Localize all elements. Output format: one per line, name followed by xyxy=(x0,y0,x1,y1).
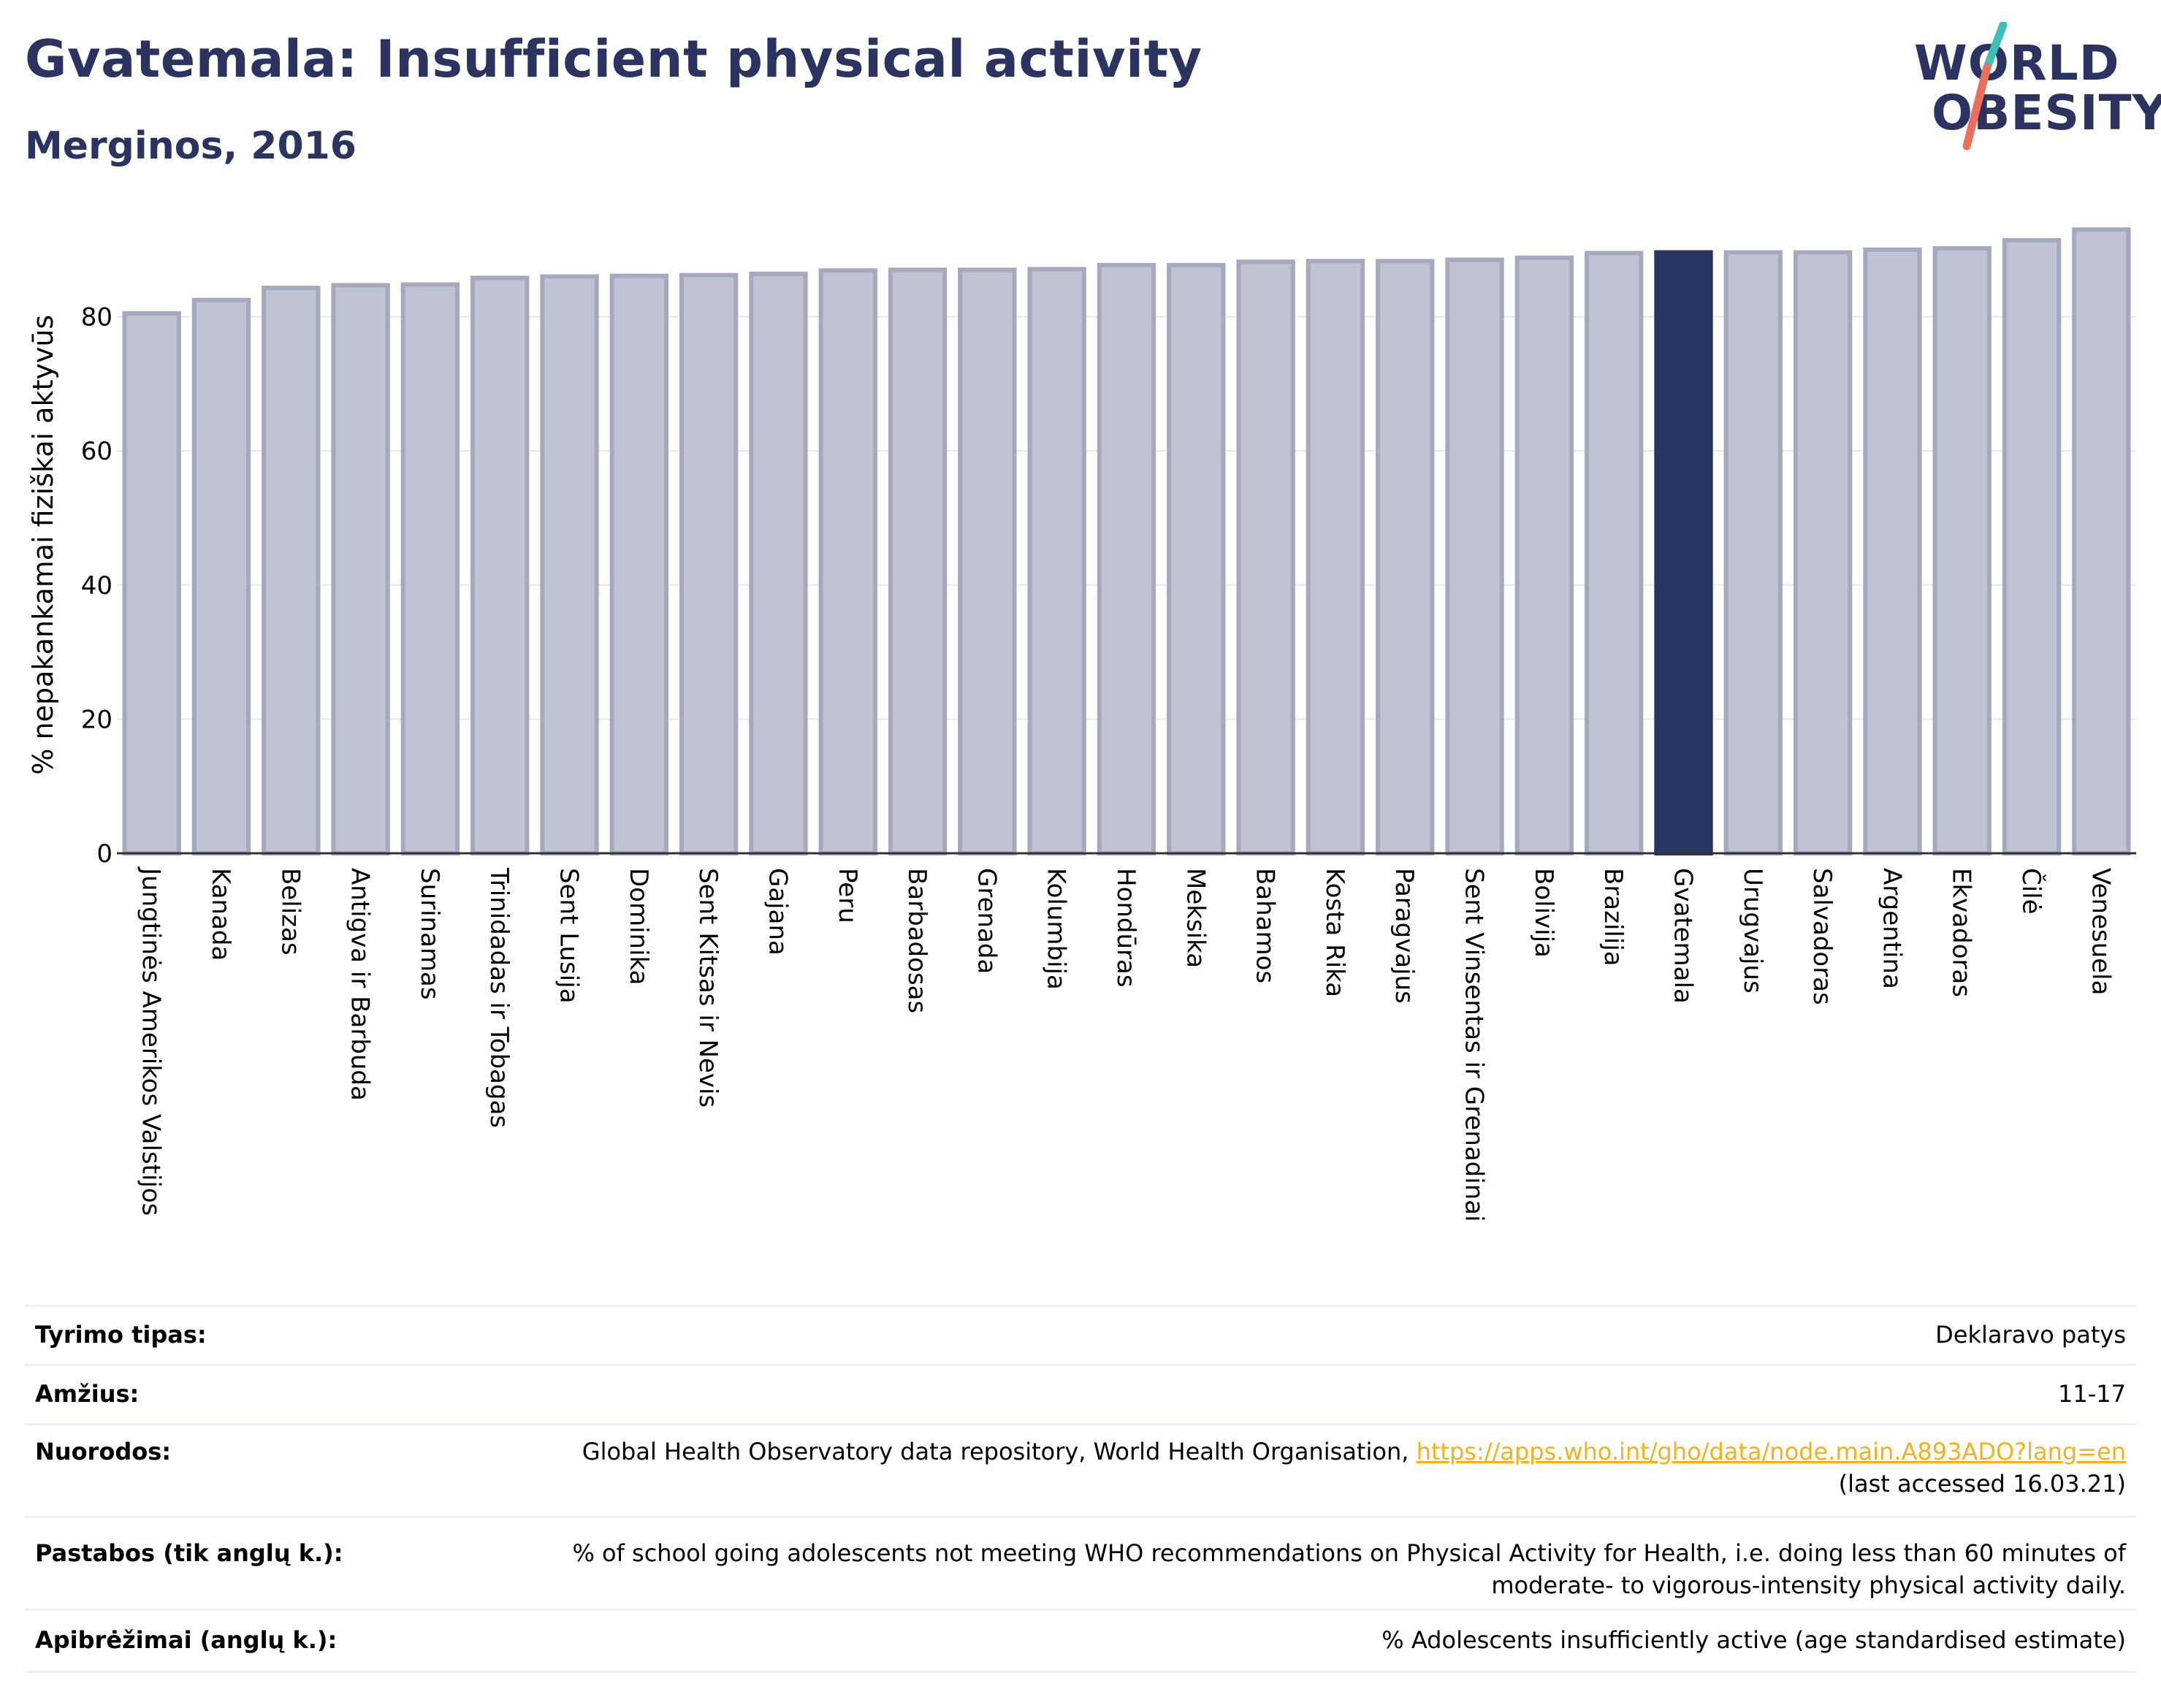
bar xyxy=(1306,259,1365,855)
x-tick-label: Trinidadas ir Tobagas xyxy=(484,867,514,1128)
x-tick-label: Kolumbija xyxy=(1042,868,1071,990)
x-tick-label: Peru xyxy=(833,868,862,923)
row-label: Amžius: xyxy=(35,1380,140,1408)
table-row-study-type: Tyrimo tipas: Deklaravo patys xyxy=(25,1305,2136,1364)
x-tick-label: Ekvadoras xyxy=(1947,868,1976,997)
x-tick-label: Brazilija xyxy=(1598,868,1628,967)
bar xyxy=(191,297,251,855)
bar xyxy=(1376,259,1435,855)
bar xyxy=(122,311,181,855)
x-tick-label: Sent Kitsas ir Nevis xyxy=(693,868,723,1107)
x-tick-label: Meksika xyxy=(1181,868,1210,968)
row-value: 11-17 xyxy=(2058,1380,2126,1408)
row-label: Pastabos (tik anglų k.): xyxy=(35,1539,343,1567)
x-tick-label: Sent Lusija xyxy=(554,868,584,1004)
logo-slash-icon xyxy=(1962,22,2008,150)
bar xyxy=(1793,250,1853,855)
page-subtitle: Merginos, 2016 xyxy=(25,124,357,168)
bar xyxy=(331,283,390,856)
reference-text: Global Health Observatory data repositor… xyxy=(582,1438,1417,1465)
bar xyxy=(1585,251,1644,855)
bar xyxy=(609,273,668,855)
x-tick-label: Sent Vinsentas ir Grenadinai xyxy=(1460,868,1489,1222)
row-value: Global Health Observatory data repositor… xyxy=(582,1436,2126,1500)
x-tick-label: Dominika xyxy=(624,868,653,985)
bar xyxy=(818,268,877,855)
x-tick-label: Gvatemala xyxy=(1668,868,1697,1004)
bar xyxy=(1445,257,1504,855)
bar xyxy=(470,275,530,855)
world-obesity-logo: WORLD OBESITY xyxy=(1899,22,2161,153)
x-tick-label: Barbadosas xyxy=(902,868,931,1013)
x-tick-label: Hondūras xyxy=(1111,868,1140,988)
row-value: % of school going adolescents not meetin… xyxy=(572,1537,2126,1601)
table-row-references: Nuorodos: Global Health Observatory data… xyxy=(25,1423,2136,1516)
x-tick-label: Argentina xyxy=(1877,868,1906,989)
bar xyxy=(749,271,808,855)
x-tick-label: Kanada xyxy=(206,868,235,961)
row-value: Deklaravo patys xyxy=(1935,1321,2126,1349)
row-value: % Adolescents insufficiently active (age… xyxy=(1381,1626,2126,1654)
bar xyxy=(2002,237,2062,855)
x-tick-label: Belizas xyxy=(275,868,305,956)
table-row-notes: Pastabos (tik anglų k.): % of school goi… xyxy=(25,1516,2136,1609)
row-label: Nuorodos: xyxy=(35,1438,172,1465)
bar xyxy=(888,267,948,855)
y-tick-label: 20 xyxy=(81,705,113,734)
x-tick-label: Jungtinės Amerikos Valstijos xyxy=(137,866,166,1216)
x-tick-label: Antigva ir Barbuda xyxy=(346,868,375,1101)
reference-link[interactable]: https://apps.who.int/gho/data/node.main.… xyxy=(1416,1438,2126,1465)
x-tick-label: Urugvajus xyxy=(1738,868,1767,994)
y-tick-label: 80 xyxy=(81,303,113,332)
bar xyxy=(1027,267,1086,855)
bar xyxy=(262,286,321,856)
row-label: Tyrimo tipas: xyxy=(35,1321,207,1349)
y-tick-label: 0 xyxy=(96,839,113,869)
table-row-definitions: Apibrėžimai (anglų k.): % Adolescents in… xyxy=(25,1609,2136,1673)
bar xyxy=(1097,262,1156,855)
bar xyxy=(1167,262,1226,855)
bar xyxy=(540,274,599,855)
bar xyxy=(1932,245,1992,855)
x-tick-label: Surinamas xyxy=(415,868,444,1000)
x-tick-label: Salvadoras xyxy=(1807,868,1837,1005)
bar xyxy=(1654,250,1713,855)
page-title: Gvatemala: Insufficient physical activit… xyxy=(25,29,1203,89)
row-label: Apibrėžimai (anglų k.): xyxy=(35,1626,338,1654)
y-tick-label: 40 xyxy=(81,571,113,601)
y-axis-title: % nepakankamai fiziškai aktyvūs xyxy=(27,315,59,775)
bar-chart: 0 20 40 60 80 % nepakankamai fiziškai aktyvūs… xyxy=(27,227,2136,1222)
x-tick-label: Bahamos xyxy=(1251,868,1280,983)
bar xyxy=(1236,259,1295,856)
info-table: Tyrimo tipas: Deklaravo patys Amžius: 11… xyxy=(25,1305,2136,1673)
bar xyxy=(1514,255,1574,856)
logo-line-1: WORLD xyxy=(1914,35,2120,91)
table-row-age: Amžius: 11-17 xyxy=(25,1364,2136,1423)
notes-line-1: % of school going adolescents not meetin… xyxy=(572,1539,2126,1567)
notes-line-2: moderate- to vigorous-intensity physical… xyxy=(1491,1571,2126,1599)
y-tick-label: 60 xyxy=(81,437,113,466)
x-tick-label: Paragvajus xyxy=(1390,868,1419,1004)
bar xyxy=(958,267,1017,855)
x-tick-label: Venesuela xyxy=(2086,868,2115,995)
bar xyxy=(2072,227,2131,855)
bar xyxy=(1863,247,1922,855)
bar xyxy=(679,272,739,855)
bar xyxy=(1723,250,1783,855)
x-tick-label: Čilė xyxy=(2016,868,2046,915)
bar xyxy=(400,282,460,855)
reference-accessed: (last accessed 16.03.21) xyxy=(1838,1470,2126,1498)
x-tick-label: Kosta Rika xyxy=(1320,868,1349,997)
x-tick-label: Grenada xyxy=(972,868,1001,974)
x-tick-label: Gajana xyxy=(763,868,792,956)
x-tick-label: Bolivija xyxy=(1529,868,1558,958)
